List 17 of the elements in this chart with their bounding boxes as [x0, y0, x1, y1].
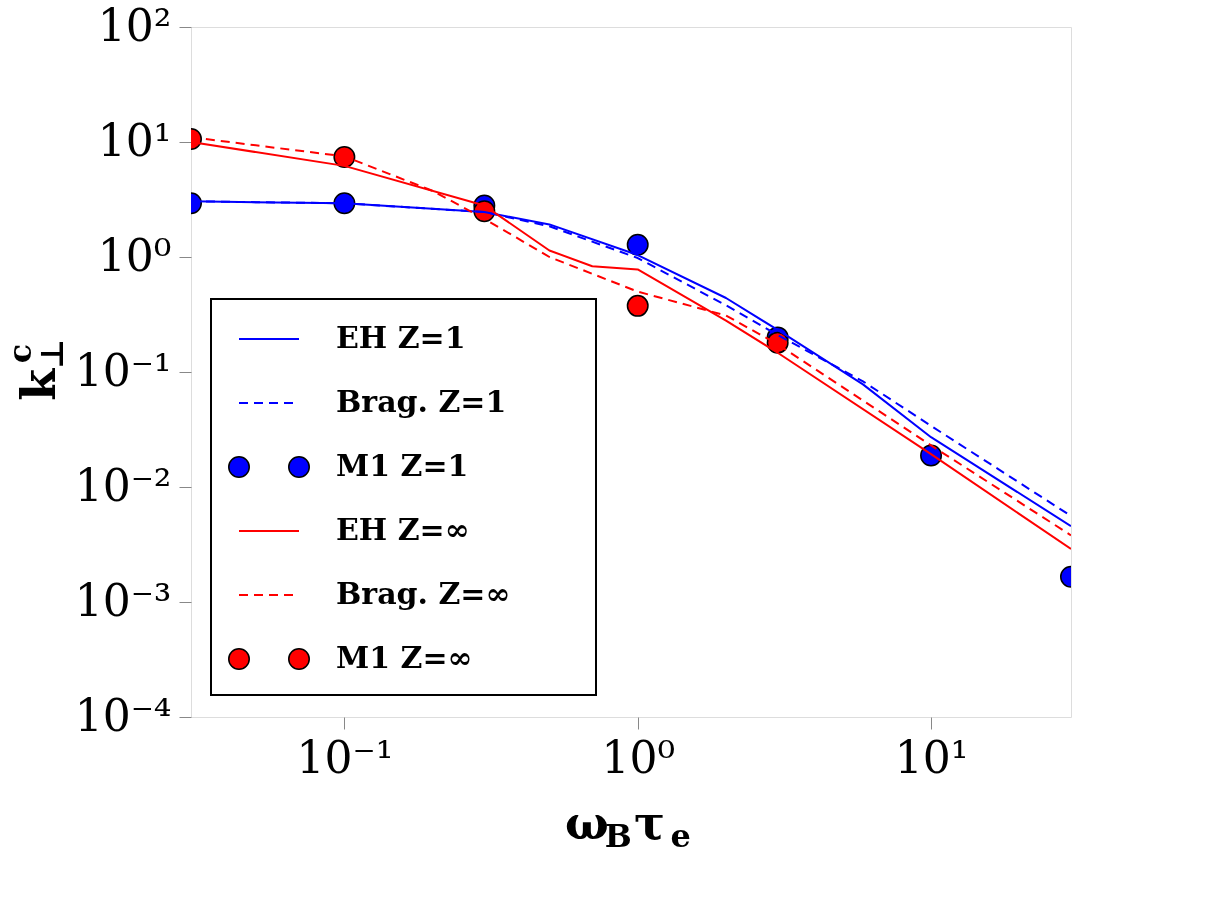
y-tick-label: 10⁻¹ — [74, 344, 172, 396]
x-tick-label: 10¹ — [894, 731, 969, 783]
legend-label: Brag. Z=∞ — [336, 576, 511, 611]
y-tick-label: 10⁻² — [74, 459, 172, 511]
x-tick-label: 10⁻¹ — [296, 731, 394, 783]
x-tick-label: 10⁰ — [601, 731, 676, 783]
y-tick-label: 10⁻³ — [74, 574, 172, 626]
legend-label: EH Z=1 — [336, 320, 466, 355]
y-axis-title: kc⊥ — [1, 338, 71, 401]
legend-label: EH Z=∞ — [336, 512, 470, 547]
y-tick-label: 10⁻⁴ — [74, 689, 172, 741]
y-tick-label: 10⁰ — [97, 229, 172, 281]
legend-label: Brag. Z=1 — [336, 384, 507, 419]
legend-label: M1 Z=∞ — [336, 640, 473, 675]
y-tick-label: 10¹ — [97, 114, 172, 166]
y-tick-label: 10² — [97, 0, 172, 51]
legend-label: M1 Z=1 — [336, 448, 469, 483]
